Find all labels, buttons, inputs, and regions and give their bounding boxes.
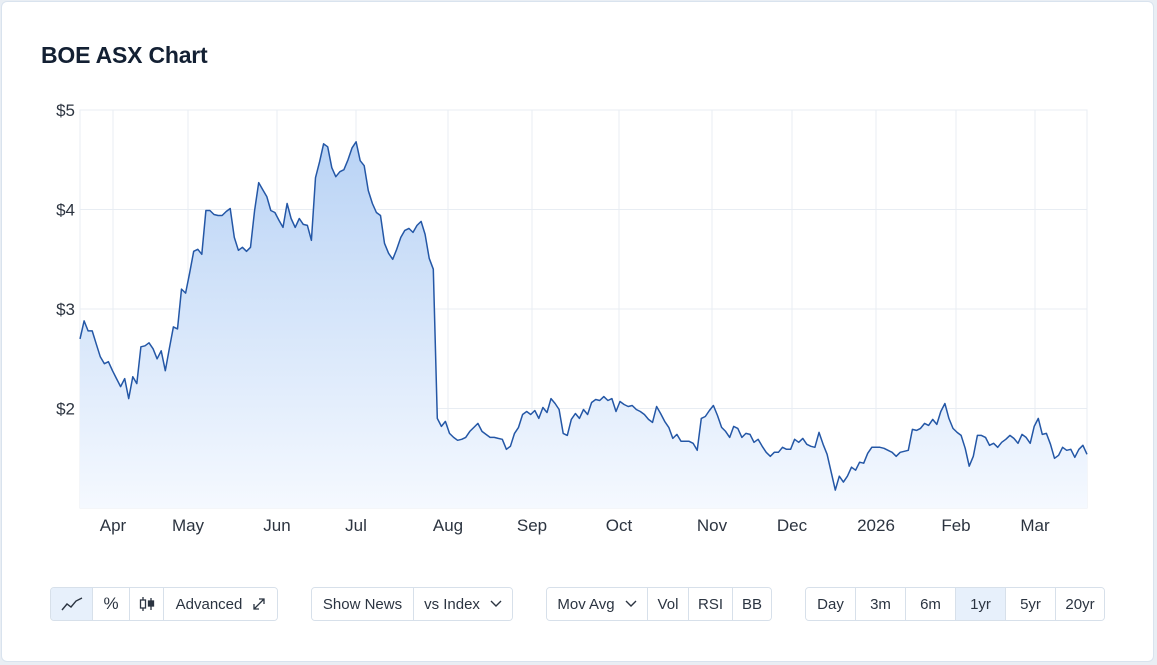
range-1yr-button[interactable]: 1yr <box>956 588 1006 620</box>
y-tick-label: $4 <box>56 201 75 220</box>
x-tick-label: Mar <box>1020 516 1050 535</box>
mov-avg-label: Mov Avg <box>557 595 615 613</box>
range-label: 20yr <box>1065 595 1095 613</box>
overlay-toolbar: Show News vs Index <box>311 587 513 621</box>
range-day-button[interactable]: Day <box>806 588 856 620</box>
line-chart-icon <box>60 597 83 611</box>
percent-label: % <box>103 594 119 613</box>
range-label: 6m <box>920 595 941 613</box>
x-tick-label: May <box>172 516 205 535</box>
range-label: 5yr <box>1020 595 1041 613</box>
vs-index-dropdown[interactable]: vs Index <box>414 588 512 620</box>
range-label: 3m <box>870 595 891 613</box>
x-tick-label: Sep <box>517 516 547 535</box>
range-6m-button[interactable]: 6m <box>906 588 956 620</box>
chevron-down-icon <box>625 600 637 608</box>
rsi-label: RSI <box>697 595 723 613</box>
y-axis: $5 $4 $3 $2 <box>56 101 75 419</box>
chevron-down-icon <box>490 600 502 608</box>
advanced-label: Advanced <box>175 595 243 613</box>
show-news-label: Show News <box>322 595 403 613</box>
expand-icon <box>253 598 266 610</box>
bb-button[interactable]: BB <box>732 588 771 620</box>
x-tick-label: Dec <box>777 516 808 535</box>
vs-index-label: vs Index <box>424 595 480 613</box>
x-tick-label: Jul <box>345 516 367 535</box>
line-chart-button[interactable] <box>51 588 93 620</box>
x-tick-label: Aug <box>433 516 463 535</box>
advanced-button[interactable]: Advanced <box>164 588 277 620</box>
y-tick-label: $5 <box>56 101 75 120</box>
x-tick-label: Feb <box>941 516 970 535</box>
range-label: 1yr <box>970 595 991 613</box>
indicator-toolbar: Mov Avg Vol RSI BB <box>546 587 772 621</box>
mov-avg-dropdown[interactable]: Mov Avg <box>547 588 648 620</box>
x-tick-label: Apr <box>100 516 127 535</box>
range-label: Day <box>817 595 844 613</box>
x-tick-label: Oct <box>606 516 633 535</box>
x-tick-label: 2026 <box>857 516 895 535</box>
chart-type-toolbar: % Advanced <box>50 587 278 621</box>
rsi-button[interactable]: RSI <box>688 588 733 620</box>
percent-button[interactable]: % <box>93 588 130 620</box>
y-tick-label: $3 <box>56 300 75 319</box>
range-toolbar: Day 3m 6m 1yr 5yr 20yr <box>805 587 1105 621</box>
show-news-button[interactable]: Show News <box>312 588 414 620</box>
price-area <box>80 141 1087 509</box>
vol-label: Vol <box>657 595 679 613</box>
range-5yr-button[interactable]: 5yr <box>1006 588 1056 620</box>
candlestick-icon <box>138 596 156 612</box>
range-20yr-button[interactable]: 20yr <box>1056 588 1104 620</box>
x-axis: Apr May Jun Jul Aug Sep Oct Nov Dec 2026 Feb Mar <box>100 516 1050 535</box>
y-tick-label: $2 <box>56 400 75 419</box>
x-tick-label: Jun <box>263 516 290 535</box>
vol-button[interactable]: Vol <box>647 588 689 620</box>
chart-title: BOE ASX Chart <box>41 42 208 68</box>
price-line[interactable] <box>79 141 1088 491</box>
range-3m-button[interactable]: 3m <box>856 588 906 620</box>
candlestick-button[interactable] <box>130 588 164 620</box>
x-tick-label: Nov <box>697 516 728 535</box>
bb-label: BB <box>741 595 762 613</box>
area-layer <box>79 141 1088 509</box>
